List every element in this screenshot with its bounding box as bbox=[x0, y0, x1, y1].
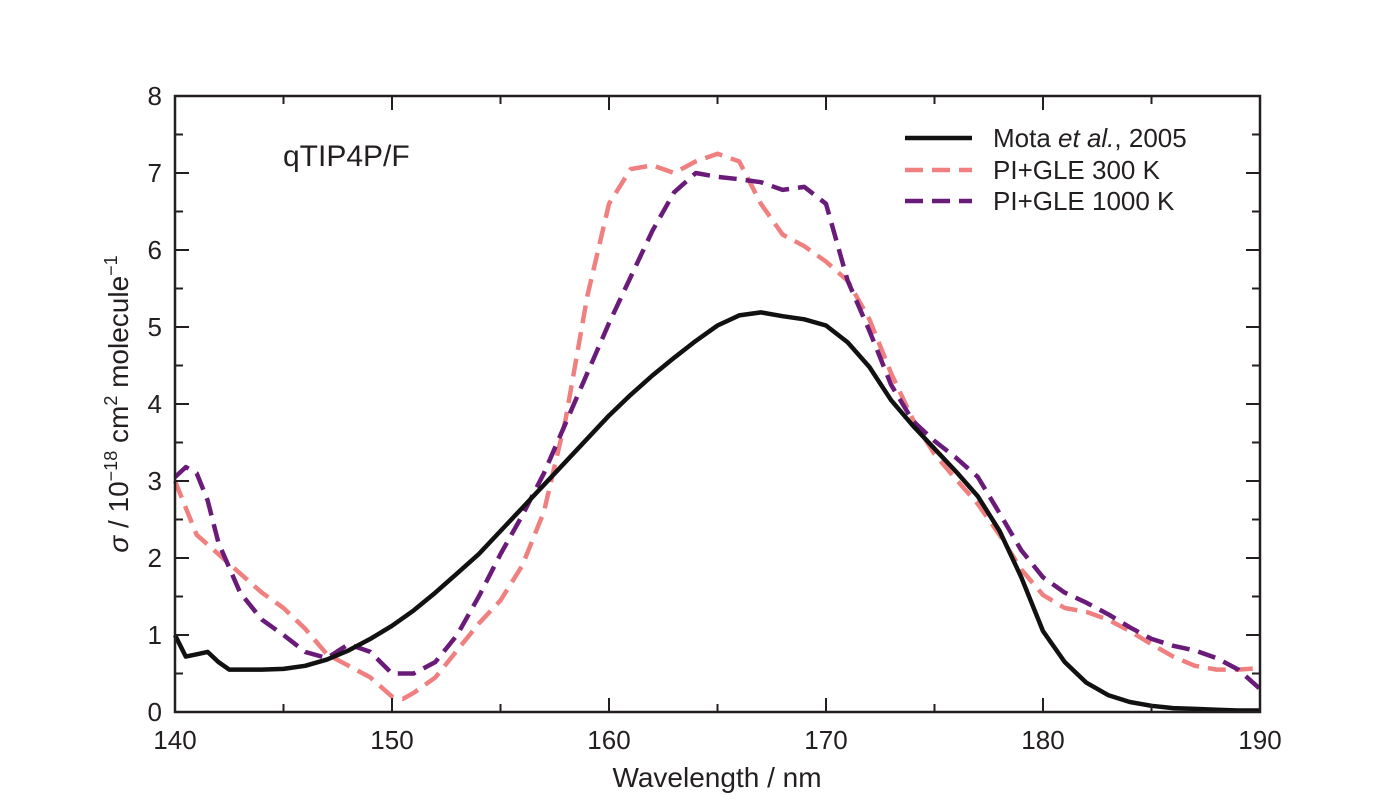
y-tick-label: 7 bbox=[148, 158, 162, 188]
x-tick-label: 190 bbox=[1238, 725, 1281, 755]
model-annotation: qTIP4P/F bbox=[283, 140, 410, 173]
legend-label-pi300: PI+GLE 300 K bbox=[993, 155, 1161, 185]
series-line-mota bbox=[172, 310, 1260, 713]
legend-label-pi1000: PI+GLE 1000 K bbox=[993, 186, 1175, 216]
y-axis-label-part2: cm bbox=[103, 406, 134, 451]
y-tick-label: 4 bbox=[148, 389, 162, 419]
ticks-layer bbox=[174, 95, 1261, 713]
y-tick-labels: 0 1 2 3 4 5 6 7 8 bbox=[148, 81, 162, 727]
legend-label-mota: Mota et al., 2005 bbox=[993, 123, 1187, 153]
x-tick-label: 150 bbox=[370, 725, 413, 755]
y-axis-label-exp2: 2 bbox=[101, 396, 121, 406]
y-axis-label-exp1: −18 bbox=[101, 451, 121, 482]
y-tick-label: 8 bbox=[148, 81, 162, 111]
series-line-pi1000 bbox=[173, 170, 1262, 691]
x-tick-labels: 140 150 160 170 180 190 bbox=[153, 725, 1281, 755]
legend: Mota et al., 2005 PI+GLE 300 K PI+GLE 10… bbox=[905, 123, 1187, 216]
series-line-pi300 bbox=[172, 151, 1261, 702]
legend-label-mota-italic: et al. bbox=[1058, 123, 1114, 153]
y-tick-label: 2 bbox=[148, 543, 162, 573]
y-tick-label: 1 bbox=[148, 620, 162, 650]
y-axis-label-symbol: σ bbox=[103, 535, 134, 553]
y-axis-label-part1: / 10 bbox=[103, 481, 134, 535]
legend-label-mota-post: , 2005 bbox=[1114, 123, 1186, 153]
x-tick-label: 140 bbox=[153, 725, 196, 755]
y-axis-label: σ / 10−18 cm2 molecule−1 bbox=[101, 255, 134, 552]
y-tick-label: 3 bbox=[148, 466, 162, 496]
y-tick-label: 0 bbox=[148, 697, 162, 727]
legend-label-mota-pre: Mota bbox=[993, 123, 1058, 153]
y-tick-label: 5 bbox=[148, 312, 162, 342]
y-axis-label-exp3: −1 bbox=[101, 255, 121, 276]
x-axis-label: Wavelength / nm bbox=[612, 762, 821, 793]
x-tick-label: 160 bbox=[587, 725, 630, 755]
series-layer bbox=[172, 151, 1262, 713]
x-tick-label: 180 bbox=[1021, 725, 1064, 755]
x-tick-label: 170 bbox=[804, 725, 847, 755]
y-axis-label-part3: molecule bbox=[103, 276, 134, 396]
y-tick-label: 6 bbox=[148, 235, 162, 265]
